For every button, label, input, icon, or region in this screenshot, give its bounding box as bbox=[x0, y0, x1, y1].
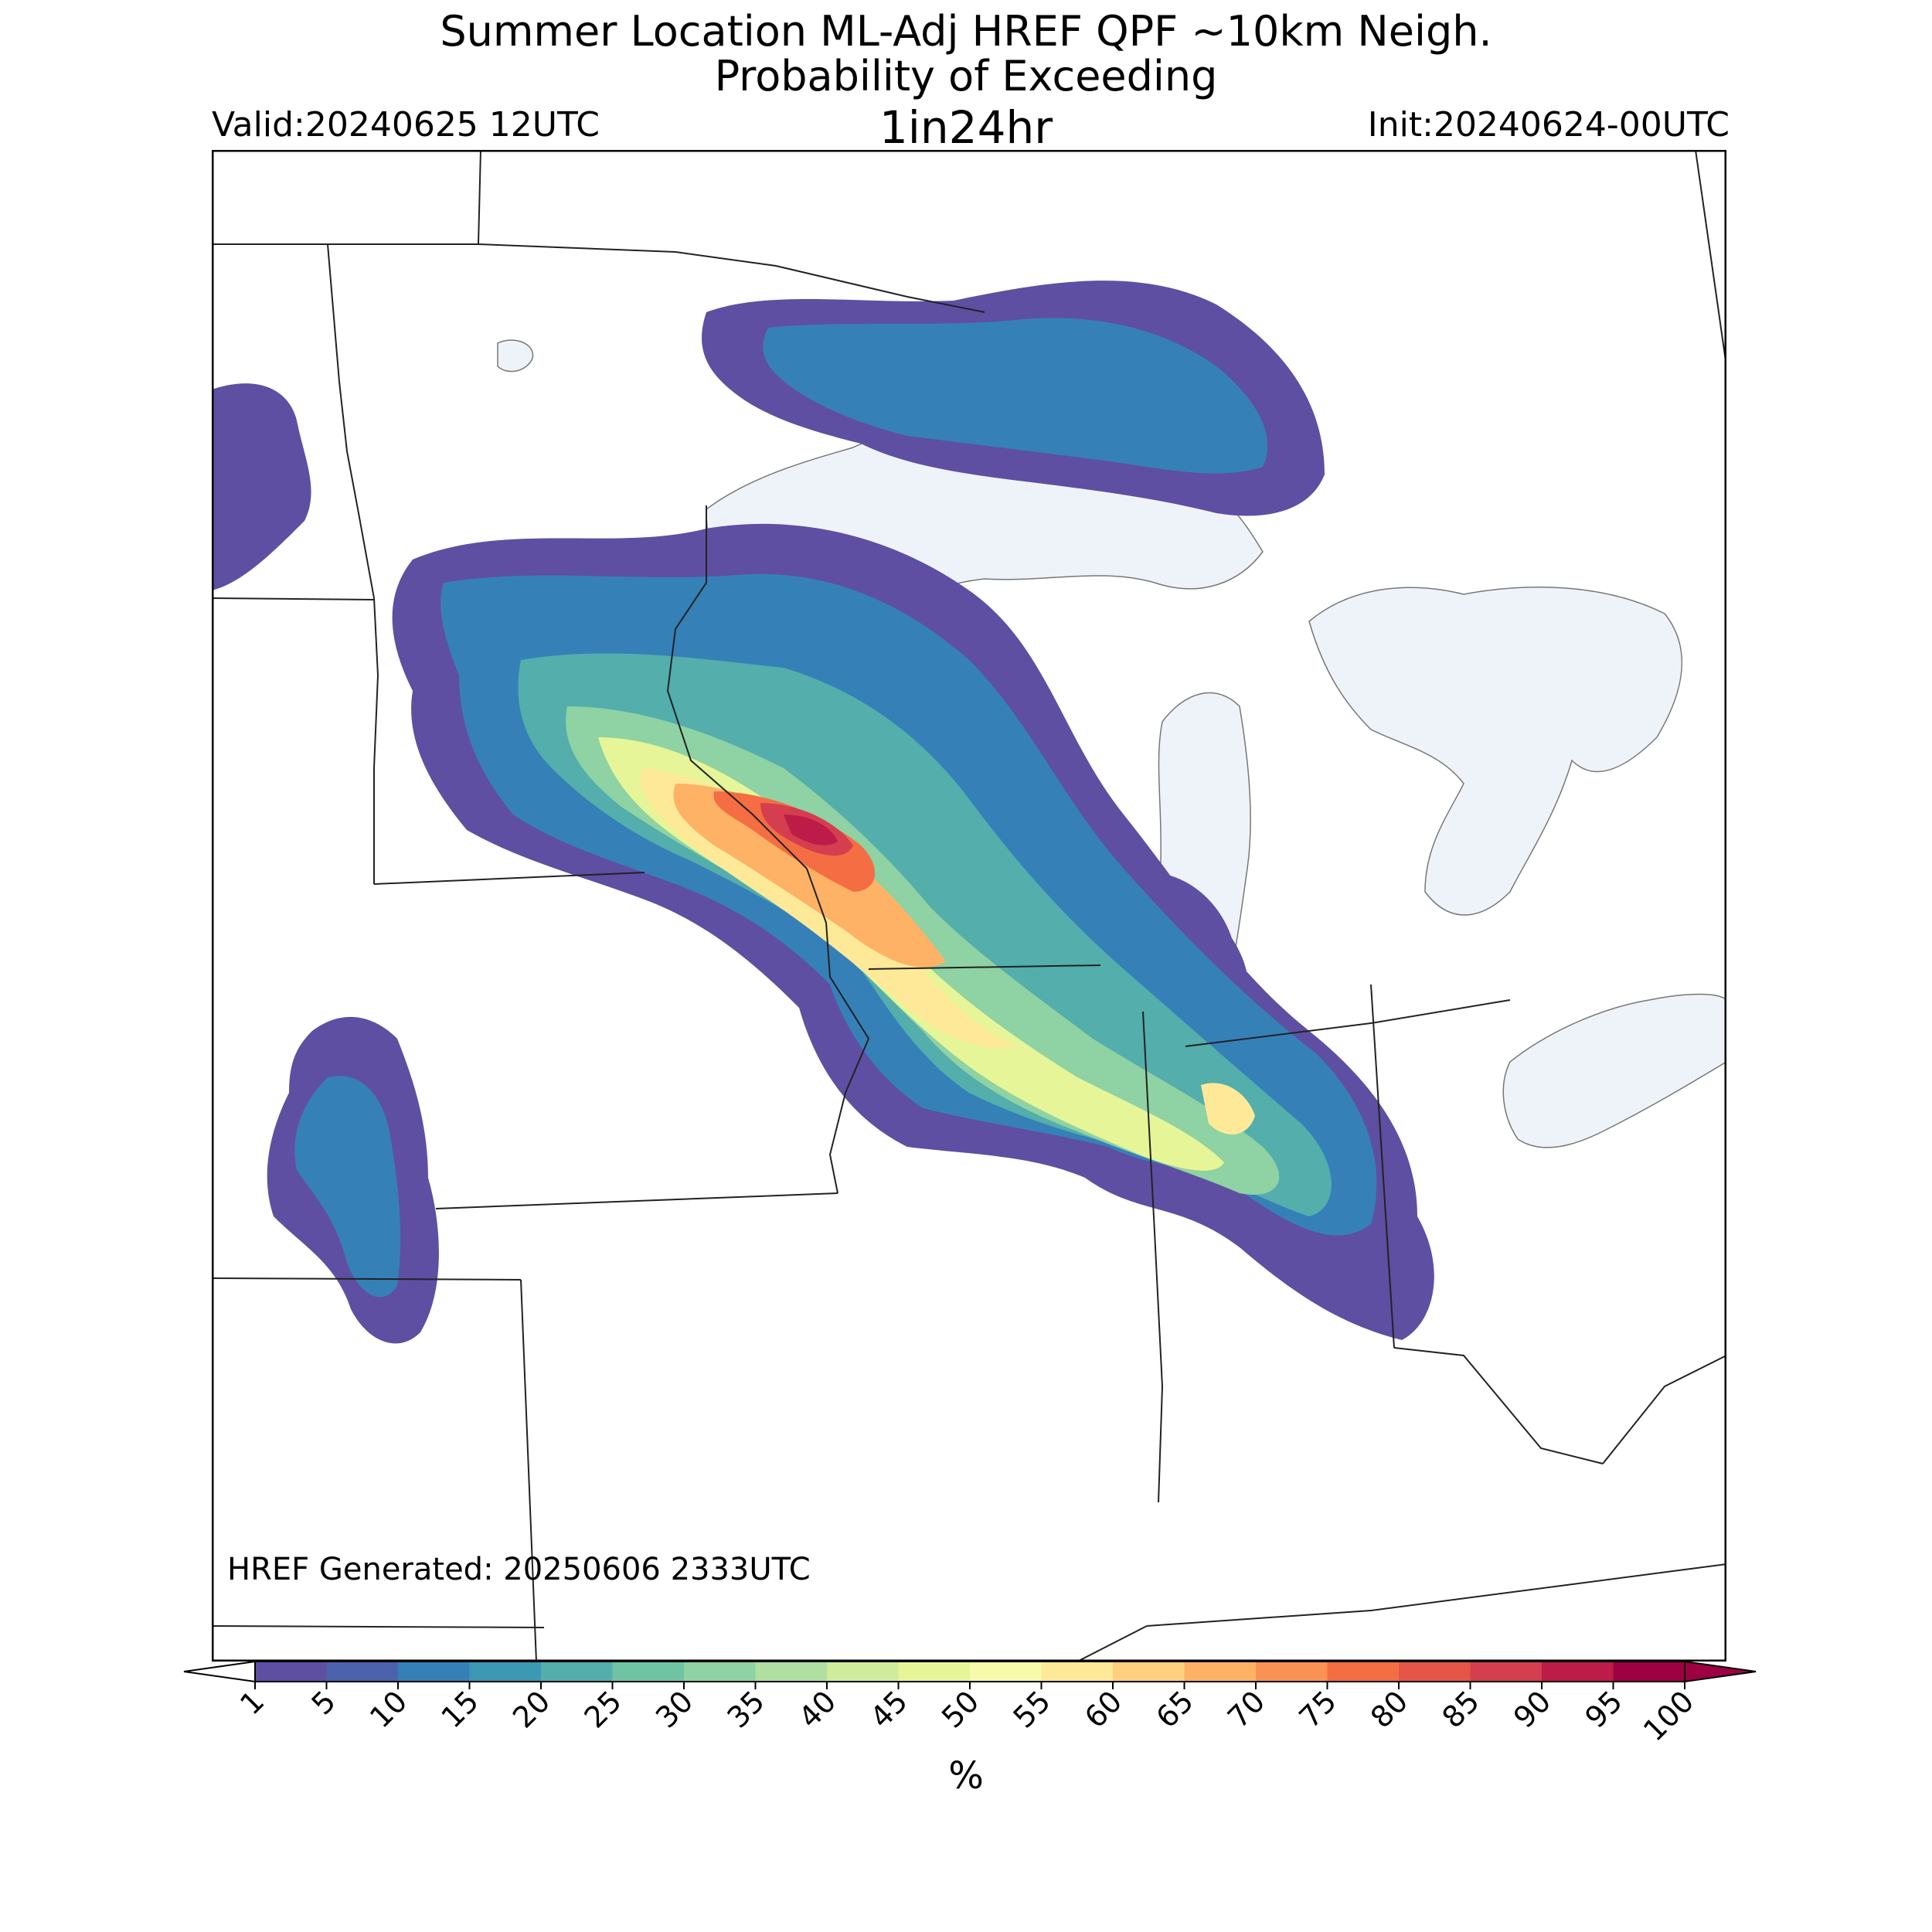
border-mn-wi bbox=[666, 505, 808, 869]
colorbar-tick-label: 95 bbox=[1579, 1684, 1629, 1734]
probability-fields bbox=[212, 281, 1434, 1344]
border-mo-ky bbox=[1077, 1625, 1148, 1662]
colorbar-tick-label: 80 bbox=[1364, 1684, 1414, 1734]
probability-map: HREF Generated: 20250606 2333UTC bbox=[212, 150, 1726, 1662]
init-time-label: Init:20240624-00UTC bbox=[1367, 105, 1730, 145]
colorbar-tick-label: 45 bbox=[864, 1684, 914, 1734]
prob-area-6b bbox=[1201, 1083, 1255, 1134]
colorbar-swatch bbox=[1041, 1662, 1114, 1682]
colorbar-tick-label: 1 bbox=[233, 1684, 270, 1721]
prob-area-west bbox=[212, 383, 311, 590]
border-wv bbox=[1602, 1355, 1726, 1464]
colorbar-tick-label: 70 bbox=[1221, 1684, 1271, 1734]
colorbar-swatch bbox=[755, 1662, 828, 1682]
colorbar-swatch bbox=[1113, 1662, 1185, 1682]
colorbar-extend-min bbox=[183, 1662, 256, 1683]
border-ky-tn bbox=[1146, 1563, 1726, 1627]
colorbar-extend-max bbox=[1684, 1662, 1757, 1683]
colorbar-swatch bbox=[255, 1662, 327, 1682]
border-mn-ia bbox=[373, 872, 645, 885]
colorbar-tick-label: 75 bbox=[1293, 1684, 1343, 1734]
border-in-oh bbox=[1370, 984, 1395, 1349]
lake-erie bbox=[1502, 993, 1726, 1148]
map-title-line2: Probability of Exceeding bbox=[714, 52, 1218, 100]
colorbar-swatch bbox=[541, 1662, 613, 1682]
colorbar-tick-label: 55 bbox=[1007, 1684, 1057, 1734]
colorbar-tick-label: 40 bbox=[792, 1684, 842, 1734]
valid-time-label: Valid:20240625 12UTC bbox=[212, 105, 600, 145]
colorbar-ticks: 1 5 10 15 20 25 30 35 40 45 50 55 60 65 70 75 80 85 90 95 10… bbox=[233, 1682, 1700, 1748]
border-pa-east bbox=[1695, 150, 1726, 367]
lake-huron bbox=[1308, 587, 1683, 916]
colorbar-tick-label: 20 bbox=[506, 1684, 556, 1734]
colorbar-swatch bbox=[326, 1662, 399, 1682]
colorbar-swatch bbox=[1613, 1662, 1685, 1682]
colorbar-swatch bbox=[1327, 1662, 1400, 1682]
border-oh-ky bbox=[1393, 1347, 1604, 1464]
map-title-threshold: 1in24hr bbox=[879, 101, 1053, 154]
map-title-line1: Summer Location ML-Adj HREF QPF ~10km Ne… bbox=[440, 7, 1492, 56]
colorbar: 1 5 10 15 20 25 30 35 40 45 50 55 60 65 70 75 80 85 90 95 10… bbox=[183, 1662, 1757, 1748]
colorbar-swatch bbox=[898, 1662, 971, 1682]
colorbar-tick-label: 90 bbox=[1507, 1684, 1557, 1734]
border-wi-il bbox=[868, 964, 1101, 970]
colorbar-swatch bbox=[1256, 1662, 1328, 1682]
colorbar-tick-label: 5 bbox=[305, 1684, 342, 1721]
border-in-mi bbox=[1185, 999, 1511, 1047]
colorbar-tick-label: 30 bbox=[649, 1684, 699, 1734]
colorbar-tick-label: 25 bbox=[578, 1684, 628, 1734]
prob-area-10 bbox=[784, 815, 838, 845]
borders-layer bbox=[212, 150, 1726, 1662]
prob-area-sw-2 bbox=[294, 1076, 401, 1298]
colorbar-tick-label: 65 bbox=[1150, 1684, 1200, 1734]
colorbar-swatch bbox=[398, 1662, 470, 1682]
colorbar-tick-label: 60 bbox=[1078, 1684, 1128, 1734]
colorbar-swatch bbox=[1542, 1662, 1614, 1682]
colorbar-tick-label: 35 bbox=[721, 1684, 771, 1734]
colorbar-unit-label: % bbox=[948, 1754, 984, 1798]
prob-area-north-2 bbox=[763, 318, 1268, 474]
colorbar-swatches bbox=[183, 1662, 1757, 1683]
border-ne-ks bbox=[212, 1277, 522, 1281]
generated-timestamp: HREF Generated: 20250606 2333UTC bbox=[227, 1552, 811, 1587]
colorbar-tick-label: 15 bbox=[435, 1684, 485, 1734]
colorbar-swatch bbox=[827, 1662, 899, 1682]
colorbar-swatch bbox=[684, 1662, 756, 1682]
colorbar-tick-label: 10 bbox=[363, 1684, 413, 1734]
border-sd-mn bbox=[373, 597, 379, 884]
colorbar-tick-label: 85 bbox=[1436, 1684, 1486, 1734]
border-nd-sd bbox=[212, 597, 375, 600]
border-il-in bbox=[1142, 1011, 1164, 1503]
border-nd-mn bbox=[327, 243, 375, 599]
border-mo-west bbox=[520, 1279, 537, 1662]
colorbar-swatch bbox=[469, 1662, 542, 1682]
map-frame bbox=[212, 150, 1726, 1662]
colorbar-tick-label: 100 bbox=[1637, 1684, 1700, 1747]
border-canada-us-east bbox=[478, 243, 985, 313]
colorbar-swatch bbox=[612, 1662, 685, 1682]
border-ks-ok bbox=[212, 1625, 545, 1628]
colorbar-swatch bbox=[1399, 1662, 1471, 1682]
lake-of-the-woods bbox=[497, 339, 534, 372]
colorbar-swatch bbox=[1184, 1662, 1257, 1682]
border-ia-mo bbox=[435, 1192, 838, 1209]
colorbar-tick-label: 50 bbox=[935, 1684, 985, 1734]
colorbar-swatch bbox=[1470, 1662, 1543, 1682]
colorbar-swatch bbox=[970, 1662, 1042, 1682]
border-ia-il bbox=[806, 868, 870, 1194]
